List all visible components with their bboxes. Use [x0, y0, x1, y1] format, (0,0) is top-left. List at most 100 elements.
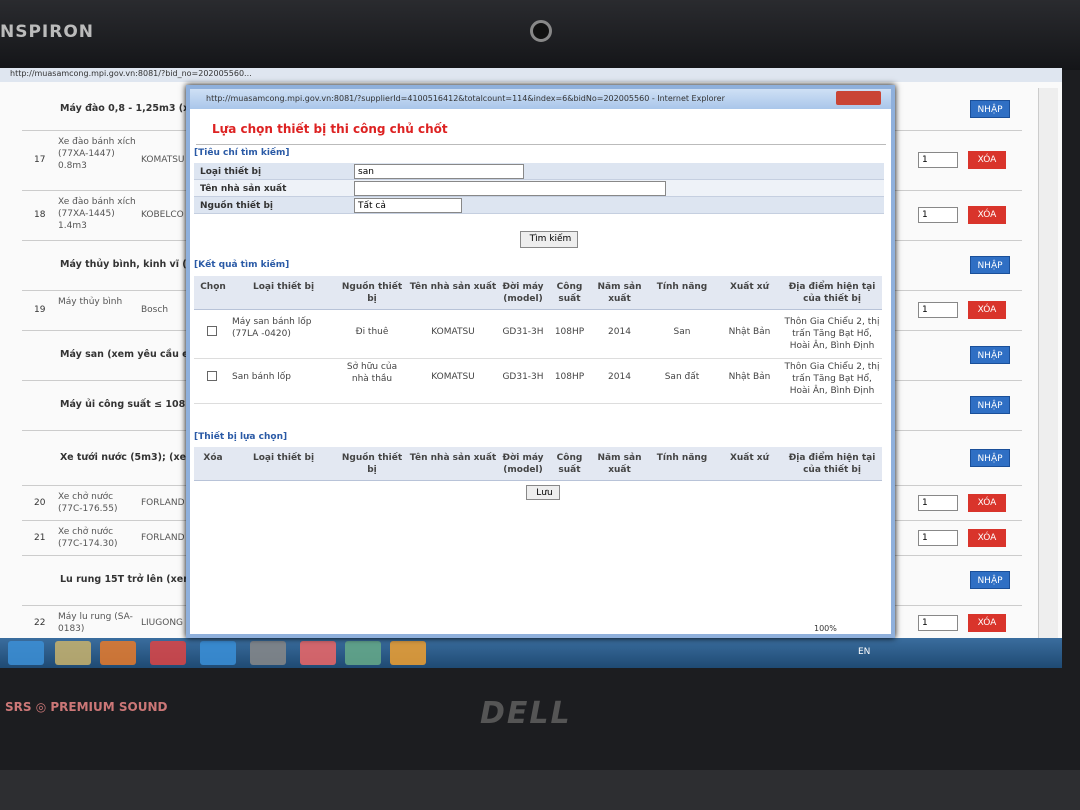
taskbar-icon[interactable] — [300, 641, 336, 665]
save-button[interactable]: Lưu — [526, 485, 560, 500]
column-header: Nguồn thiết bị — [341, 282, 403, 304]
address-bar: http://muasamcong.mpi.gov.vn:8081/?bid_n… — [0, 68, 1062, 82]
row-number: 22 — [34, 617, 46, 628]
field-label: Nguồn thiết bị — [200, 201, 273, 211]
popup-titlebar: http://muasamcong.mpi.gov.vn:8081/?suppl… — [190, 89, 891, 109]
add-button[interactable]: NHẬP — [970, 100, 1010, 118]
field-row — [194, 197, 884, 214]
taskbar-icon[interactable] — [250, 641, 286, 665]
cell: Thôn Gia Chiểu 2, thị trấn Tăng Bạt Hổ, … — [784, 362, 880, 396]
add-button[interactable]: NHẬP — [970, 396, 1010, 414]
field-label: Loại thiết bị — [200, 167, 262, 177]
table-header — [194, 447, 882, 481]
taskbar-icon[interactable] — [150, 641, 186, 665]
maker: FORLAND — [141, 497, 185, 508]
delete-button[interactable]: XÓA — [968, 613, 1006, 632]
column-header: Tính năng — [656, 453, 708, 463]
cell: San — [673, 327, 691, 337]
qty-input[interactable]: 1 — [918, 302, 958, 318]
close-button[interactable] — [836, 91, 881, 105]
delete-button[interactable]: XÓA — [968, 493, 1006, 512]
row-border — [194, 403, 882, 404]
column-header: Tên nhà sản xuất — [409, 453, 497, 463]
maker: KOBELCO — [141, 210, 184, 220]
taskbar-icon[interactable] — [390, 641, 426, 665]
taskbar-icon[interactable] — [8, 641, 44, 665]
column-header: Đời máy (model) — [502, 453, 544, 475]
column-header: Công suất — [556, 282, 583, 304]
column-header: Địa điểm hiện tại của thiết bị — [788, 453, 876, 475]
add-button[interactable]: NHẬP — [970, 448, 1010, 467]
column-header: Công suất — [556, 453, 583, 475]
cell: 2014 — [608, 372, 631, 382]
keyboard-deck — [0, 770, 1080, 810]
cell: Nhật Bản — [728, 372, 771, 382]
qty-input[interactable]: 1 — [918, 614, 958, 631]
delete-button[interactable]: XÓA — [968, 528, 1006, 547]
cell: 2014 — [608, 327, 631, 337]
maker: Bosch — [141, 305, 169, 315]
table-header — [194, 276, 882, 310]
sound-label: SRS ◎ PREMIUM SOUND — [5, 700, 168, 714]
column-header: Xuất xứ — [729, 453, 770, 463]
equipment-name: Xe chở nước (77C-176.55) — [58, 492, 118, 514]
cell: 108HP — [554, 372, 585, 382]
delete-button[interactable]: XÓA — [968, 206, 1006, 224]
webcam — [530, 20, 552, 42]
column-header: Loại thiết bị — [252, 282, 315, 292]
add-button[interactable]: NHẬP — [970, 256, 1010, 274]
field-input[interactable]: Tất cả — [354, 198, 462, 213]
cell: KOMATSU — [431, 327, 475, 337]
delete-button[interactable]: XÓA — [968, 151, 1006, 169]
row-border — [194, 358, 882, 359]
logo: DELL — [480, 696, 572, 731]
column-header: Đời máy (model) — [502, 282, 544, 304]
column-header: Xuất xứ — [729, 282, 770, 292]
zoom: 100% — [814, 624, 837, 633]
cell: San bánh lốp — [232, 372, 292, 382]
qty-input[interactable]: 1 — [918, 494, 958, 511]
row-number: 21 — [34, 532, 46, 543]
field-row — [194, 163, 884, 180]
add-button[interactable]: NHẬP — [970, 571, 1010, 589]
maker: KOMATSU — [141, 155, 185, 165]
column-header: Năm sản xuất — [597, 282, 642, 304]
cell: Sở hữu của nhà thầu — [346, 362, 398, 384]
cell: Máy san bánh lốp (77LA -0420) — [232, 317, 312, 339]
add-button[interactable]: NHẬP — [970, 346, 1010, 364]
search-button[interactable]: Tìm kiếm — [520, 231, 578, 248]
taskbar-icon[interactable] — [345, 641, 381, 665]
checkbox[interactable] — [207, 371, 217, 381]
cell: GD31-3H — [502, 372, 544, 382]
delete-button[interactable]: XÓA — [968, 301, 1006, 319]
checkbox[interactable] — [207, 326, 217, 336]
model-label: NSPIRON — [0, 22, 95, 42]
group-title: Máy thủy bình, kinh vĩ (hơ... — [60, 259, 211, 270]
group-title: Máy san (xem yêu cầu e-HS... — [60, 349, 219, 360]
field-input[interactable] — [354, 181, 666, 196]
section-label: [Kết quả tìm kiếm] — [194, 260, 290, 270]
column-header: Tính năng — [656, 282, 708, 292]
section-label: [Tiêu chí tìm kiếm] — [194, 148, 290, 158]
cell: GD31-3H — [502, 327, 544, 337]
taskbar-icon[interactable] — [100, 641, 136, 665]
taskbar-icon[interactable] — [200, 641, 236, 665]
column-header: Năm sản xuất — [597, 453, 642, 475]
equipment-name: Xe chở nước (77C-174.30) — [58, 527, 118, 549]
qty-input[interactable]: 1 — [918, 207, 958, 223]
field-input[interactable]: san — [354, 164, 524, 179]
equipment-name: Xe đào bánh xích (77XA-1445) 1.4m3 — [58, 197, 136, 231]
group-title: Máy ủi công suất ≤ 108 CV... — [60, 399, 213, 410]
qty-input[interactable]: 1 — [918, 152, 958, 168]
group-title: Máy đào 0,8 - 1,25m3 (xem... — [60, 103, 217, 114]
row-number: 19 — [34, 305, 46, 315]
qty-input[interactable]: 1 — [918, 529, 958, 546]
title-rule — [196, 144, 886, 145]
group-title: Lu rung 15T trở lên (xem y... — [60, 574, 213, 585]
row-number: 18 — [34, 210, 46, 220]
taskbar-icon[interactable] — [55, 641, 91, 665]
maker: LIUGONG — [141, 617, 184, 628]
maker: FORLAND — [141, 532, 185, 543]
group-title: Xe tưới nước (5m3); (xem... — [60, 451, 207, 463]
